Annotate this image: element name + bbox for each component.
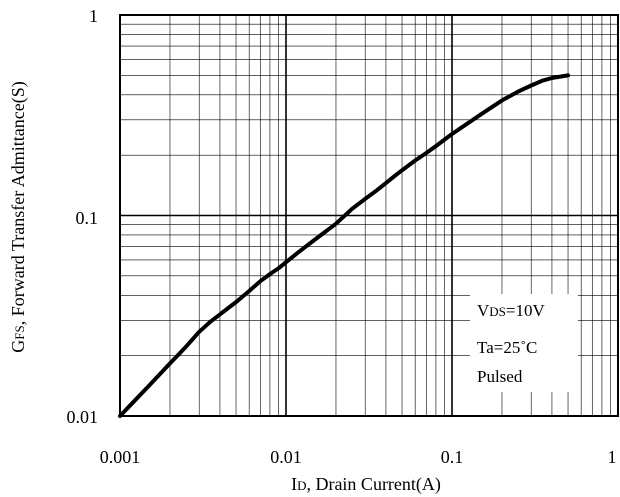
annotation-pulsed: Pulsed [477,367,523,386]
y-axis-label: GFS, Forward Transfer Admittance(S) [8,81,29,352]
y-tick-label: 0.01 [67,407,99,427]
annotation-box [470,294,578,392]
x-tick-label: 0.01 [270,447,302,467]
annotation-vds: VDS=10V [477,301,545,320]
x-tick-label: 0.1 [441,447,464,467]
x-axis-label: ID, Drain Current(A) [291,474,441,495]
plot-frame [119,14,619,417]
x-tick-label: 1 [608,447,617,467]
major-grid [120,15,618,416]
series-line [118,73,570,418]
x-tick-label: 0.001 [100,447,141,467]
annotation-temperature: Ta=25˚C [477,338,537,357]
y-tick-label: 1 [89,6,98,26]
y-tick-label: 0.1 [76,208,99,228]
